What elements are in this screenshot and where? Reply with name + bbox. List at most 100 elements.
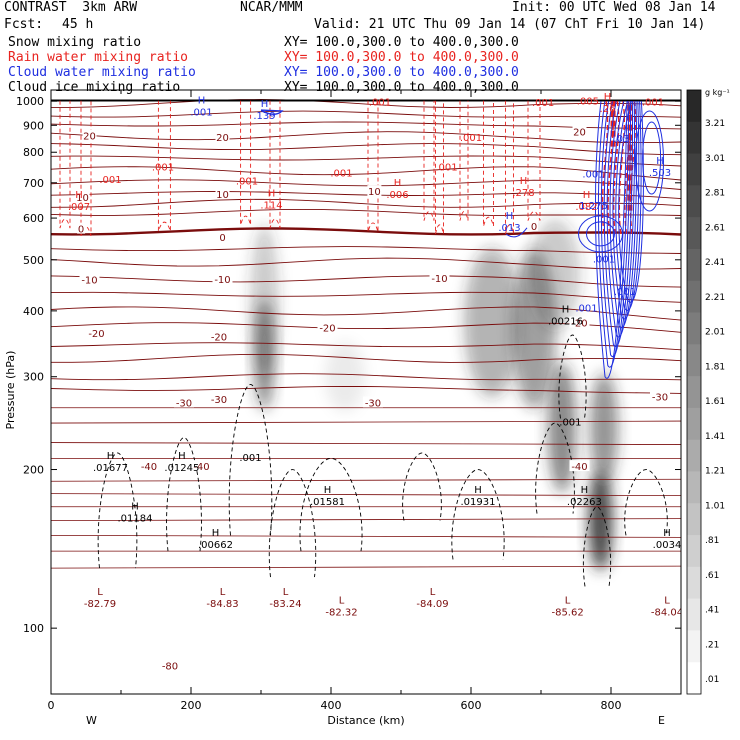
temperature-label: -30: [176, 399, 192, 410]
cloud-extremum-marker: H: [198, 96, 206, 107]
temperature-contour: [51, 493, 681, 497]
temperature-label: -10: [81, 275, 97, 286]
colorbar-swatch: [687, 471, 701, 504]
colorbar-swatch: [687, 344, 701, 377]
colorbar-label: 2.61: [705, 223, 725, 233]
rain-extremum-label: .001: [369, 98, 391, 109]
y-tick-label: 500: [23, 254, 44, 267]
colorbar-label: 2.01: [705, 328, 725, 338]
field-rain-xy: XY= 100.0,300.0 to 400.0,300.0: [284, 50, 519, 65]
colorbar-swatch: [687, 185, 701, 218]
temperature-label-bg: [139, 460, 159, 472]
temperature-contour: [51, 306, 681, 321]
snow-extremum-label: -82.32: [325, 608, 357, 619]
cloud-water-contour: [609, 101, 638, 329]
colorbar-swatch: [687, 217, 701, 250]
rain-extremum-label: .005: [577, 97, 599, 108]
x-tick-label: 0: [48, 699, 55, 712]
temperature-label-bg: [160, 659, 180, 671]
temperature-label: 20: [573, 128, 586, 139]
ice-extremum-label: .0034: [653, 540, 682, 551]
temperature-contour: [51, 534, 681, 538]
colorbar-swatch: [687, 630, 701, 663]
rain-extremum-label: .007: [68, 202, 90, 213]
colorbar-label: .41: [705, 606, 719, 616]
ice-extremum-label: .00662: [198, 540, 233, 551]
init-time: Init: 00 UTC Wed 08 Jan 14: [512, 0, 716, 15]
cloud-ice-contour: [402, 452, 442, 521]
cloud-ice-contour: [166, 437, 202, 552]
colorbar-swatch: [687, 248, 701, 282]
temperature-label: 10: [76, 193, 89, 204]
ice-extremum-label: .001: [239, 453, 261, 464]
temperature-contour: [51, 191, 681, 200]
rain-extremum-label: .082: [575, 202, 597, 213]
ice-extremum-marker: H: [107, 451, 115, 462]
temperature-contour: [51, 565, 681, 569]
cloud-ice-contour: [624, 469, 668, 536]
field-rain-name: Rain water mixing ratio: [8, 50, 189, 65]
snow-shading: [530, 218, 580, 329]
cloud-extremum-label: .001: [593, 255, 615, 266]
colorbar-swatch: [687, 312, 701, 345]
temperature-contour: [51, 420, 681, 424]
field-cloud-xy: XY= 100.0,300.0 to 400.0,300.0: [284, 65, 519, 80]
cloud-water-contour: [618, 101, 644, 303]
cloud-ice-contour: [97, 452, 138, 569]
temperature-label-bg: [77, 222, 86, 234]
temperature-label-bg: [215, 131, 230, 143]
field-ice-xy: XY= 100.0,300.0 to 400.0,300.0: [284, 80, 519, 95]
y-tick-label: 600: [23, 212, 44, 225]
colorbar-label: 1.01: [705, 501, 725, 511]
ice-extremum-label: .01184: [118, 513, 153, 524]
temperature-contour: [51, 342, 681, 351]
rain-extremum-label: .001: [236, 177, 258, 188]
cloud-extremum-label: .001: [575, 303, 597, 314]
temperature-label-bg: [75, 190, 90, 202]
rain-extremum-label: .001: [99, 175, 121, 186]
rain-extremum-label: .001: [152, 162, 174, 173]
temperature-label-bg: [191, 460, 212, 472]
temperature-label-bg: [215, 187, 230, 199]
rain-extremum-label: .001: [532, 98, 554, 109]
east-label: E: [658, 714, 665, 727]
ice-extremum-marker: H: [178, 451, 186, 462]
colorbar-label: .01: [705, 675, 719, 685]
cloud-water-contour: [597, 101, 630, 368]
snow-extremum-label: -83.24: [269, 599, 301, 610]
snow-extremum-marker: L: [339, 596, 345, 607]
rain-contour: [59, 100, 71, 229]
model-source: NCAR/MMM: [240, 0, 303, 15]
rain-contour: [505, 100, 514, 234]
rain-contour: [612, 100, 620, 234]
colorbar-swatch: [687, 376, 701, 409]
temperature-contour: [51, 353, 681, 363]
colorbar-label: 3.01: [705, 154, 725, 164]
cloud-water-contour: [578, 215, 623, 253]
cloud-water-contour: [586, 221, 615, 247]
snow-shading: [590, 372, 618, 483]
temperature-contour: [51, 131, 681, 144]
colorbar-swatch: [687, 535, 701, 568]
rain-contour: [157, 100, 171, 232]
y-tick-label: 900: [23, 119, 44, 132]
snow-extremum-marker: L: [220, 587, 226, 598]
temperature-contour: [51, 166, 681, 181]
temperature-contour: [51, 99, 681, 108]
y-axis-label: Pressure (hPa): [4, 351, 17, 430]
snow-shading: [548, 362, 576, 493]
ice-extremum-marker: H: [562, 305, 570, 316]
snow-extremum-label: -84.83: [206, 599, 238, 610]
temperature-label: -10: [214, 275, 230, 286]
west-label: W: [86, 714, 97, 727]
x-tick-label: 800: [601, 699, 622, 712]
temperature-label-bg: [218, 231, 227, 243]
rain-extremum-marker: H: [268, 188, 276, 199]
rain-extremum-label: .001: [435, 162, 457, 173]
colorbar-swatch: [687, 503, 701, 536]
rain-contour: [618, 100, 626, 234]
temperature-label-bg: [530, 219, 538, 231]
rain-contour: [240, 100, 252, 226]
temperature-label-bg: [209, 330, 229, 342]
